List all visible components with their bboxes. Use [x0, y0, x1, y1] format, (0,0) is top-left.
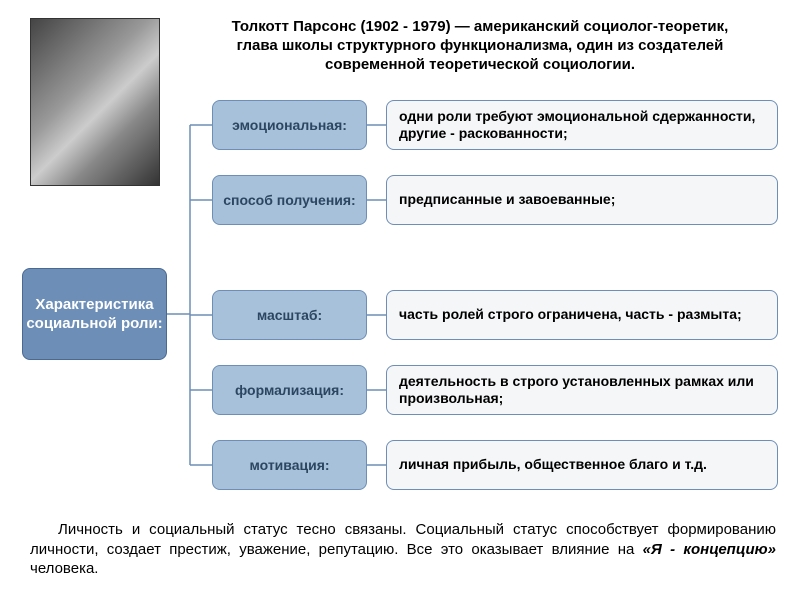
portrait-photo-placeholder: [31, 19, 159, 185]
category-box-4: мотивация:: [212, 440, 367, 490]
description-box-4: личная прибыль, общественное благо и т.д…: [386, 440, 778, 490]
category-box-2: масштаб:: [212, 290, 367, 340]
description-box-2: часть ролей строго ограничена, часть - р…: [386, 290, 778, 340]
category-box-1: способ получения:: [212, 175, 367, 225]
header-biography: Толкотт Парсонс (1902 - 1979) — американ…: [180, 18, 780, 74]
footer-paragraph: Личность и социальный статус тесно связа…: [30, 520, 776, 579]
header-line-3: современной теоретической социологии.: [325, 56, 635, 73]
diagram-root-label: Характеристика социальной роли:: [23, 295, 166, 334]
category-box-3: формализация:: [212, 365, 367, 415]
description-box-3: деятельность в строго установленных рамк…: [386, 365, 778, 415]
description-box-1: предписанные и завоеванные;: [386, 175, 778, 225]
diagram-root: Характеристика социальной роли:: [22, 268, 167, 360]
footer-tail: человека.: [30, 560, 98, 577]
portrait-photo: [30, 18, 160, 186]
category-box-0: эмоциональная:: [212, 100, 367, 150]
header-line-2: глава школы структурного функционализма,…: [237, 37, 724, 54]
description-box-0: одни роли требуют эмоциональной сдержанн…: [386, 100, 778, 150]
header-line-1: Толкотт Парсонс (1902 - 1979) — американ…: [232, 18, 729, 35]
footer-italic: «Я - концепцию»: [643, 541, 776, 558]
